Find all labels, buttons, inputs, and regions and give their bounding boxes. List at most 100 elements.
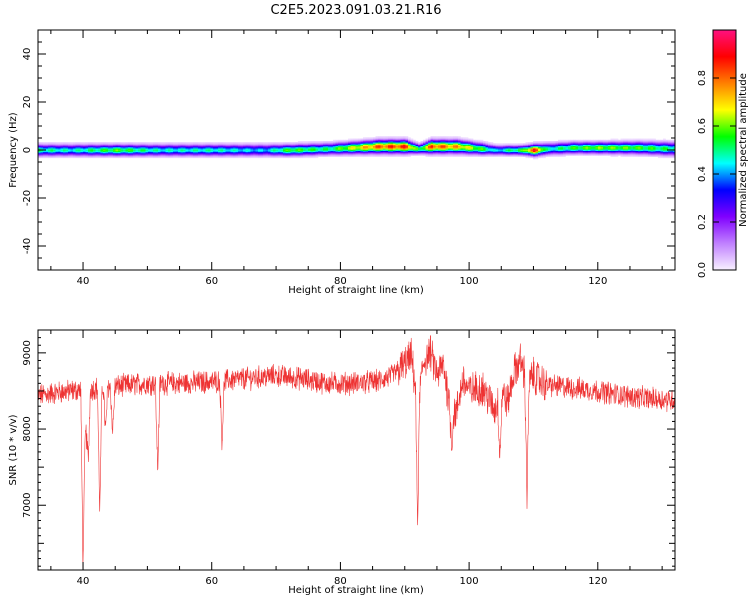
spectrogram-cell [663,145,666,148]
spectrogram-cell [363,141,366,143]
spectrogram-cell [195,148,199,150]
spectrogram-cell [105,155,109,157]
spectrogram-cell [88,154,91,156]
spectrogram-cell [595,141,599,143]
spectrogram-cell [368,147,371,149]
spectrogram-cell [135,147,139,149]
spectrogram-cell [325,141,329,143]
spectrogram-cell [465,143,469,145]
spectrogram-cell [53,153,56,155]
spectrogram-cell [535,147,539,149]
spectrogram-cell [155,148,159,150]
spectrogram-cell [548,148,551,150]
spectrogram-cell [45,142,49,144]
spectrogram-cell [258,143,261,145]
spectrogram-cell [115,153,119,155]
spectrogram-cell [225,149,229,151]
spectrogram-cell [433,139,436,142]
spectrogram-cell [460,147,464,149]
spectrogram-cell [130,149,134,151]
spectrogram-cell [583,154,586,156]
spectrogram-cell [270,153,274,155]
spectrogram-cell [430,138,434,141]
colorbar-tick-label: 0.4 [697,166,708,182]
spectrogram-cell [210,148,214,150]
spectrogram-cell [70,144,74,147]
spectrogram-cell [390,138,394,141]
spectrogram-cell [398,155,401,157]
spectrogram-cell [233,151,236,154]
spectrogram-cell [385,149,389,151]
spectrogram-cell [355,150,359,153]
spectrogram-cell [348,154,351,156]
spectrogram-cell [275,144,279,147]
spectrogram-cell [363,143,366,145]
spectrogram-cell [125,148,129,150]
spectrogram-cell [315,155,319,157]
spectrogram-cell [203,150,206,153]
spectrogram-cell [63,150,66,153]
spectrogram-cell [568,154,571,156]
spectrogram-cell [378,143,381,145]
spectrogram-cell [333,150,336,153]
spectrogram-cell [263,155,266,157]
spectrogram-cell [503,147,506,149]
spectrogram-cell [518,153,521,155]
spectrogram-cell [430,137,434,139]
spectrogram-cell [68,148,71,150]
spectrogram-cell [613,142,616,144]
spectrogram-cell [608,144,611,147]
spectrogram-cell [290,150,294,153]
spectrogram-cell [463,144,466,147]
spectrogram-cell [198,155,201,157]
spectrogram-cell [58,155,61,157]
spectrogram-cell [673,141,675,143]
spectrogram-cell [158,148,161,150]
spectrogram-cell [173,151,176,154]
spectrogram-cell [598,147,601,149]
spectrogram-cell [403,144,406,147]
spectrogram-cell [523,147,526,149]
spectrogram-cell [80,148,84,150]
spectrogram-cell [493,155,496,157]
spectrogram-cell [310,151,314,154]
spectrogram-cell [553,143,556,145]
spectrogram-cell [518,154,521,156]
spectrogram-cell [620,155,624,157]
spectrogram-cell [508,147,511,149]
spectrogram-cell [358,155,361,157]
spectrogram-cell [223,154,226,156]
spectrogram-cell [583,143,586,145]
spectrogram-cell [673,139,675,142]
spectrogram-cell [320,148,324,150]
spectrogram-cell [625,143,629,145]
spectrogram-cell [558,144,561,147]
spectrogram-cell [475,147,479,149]
spectrogram-cell [465,154,469,156]
spectrogram-cell [378,139,381,142]
spectrogram-cell [248,150,251,153]
spectrogram-cell [660,142,664,144]
spectrogram-cell [663,155,666,157]
spectrogram-cell [640,155,644,157]
spectrogram-cell [378,153,381,155]
spectrogram-cell [313,154,316,156]
spectrogram-cell [218,150,221,153]
spectrogram-cell [255,154,259,156]
spectrogram-cell [648,144,651,147]
spectrogram-cell [238,149,241,151]
spectrogram-cell [338,150,341,153]
spectrogram-cell [493,151,496,154]
spectrogram-cell [128,147,131,149]
spectrogram-cell [433,154,436,156]
spectrogram-cell [155,143,159,145]
spectrogram-cell [388,145,391,148]
spectrogram-cell [70,149,74,151]
spectrogram-cell [628,142,631,144]
spectrogram-cell [570,154,574,156]
spectrogram-cell [150,144,154,147]
spectrogram-cell [640,145,644,148]
spectrogram-cell [98,151,101,154]
spectrogram-cell [353,144,356,147]
spectrogram-cell [55,151,59,154]
